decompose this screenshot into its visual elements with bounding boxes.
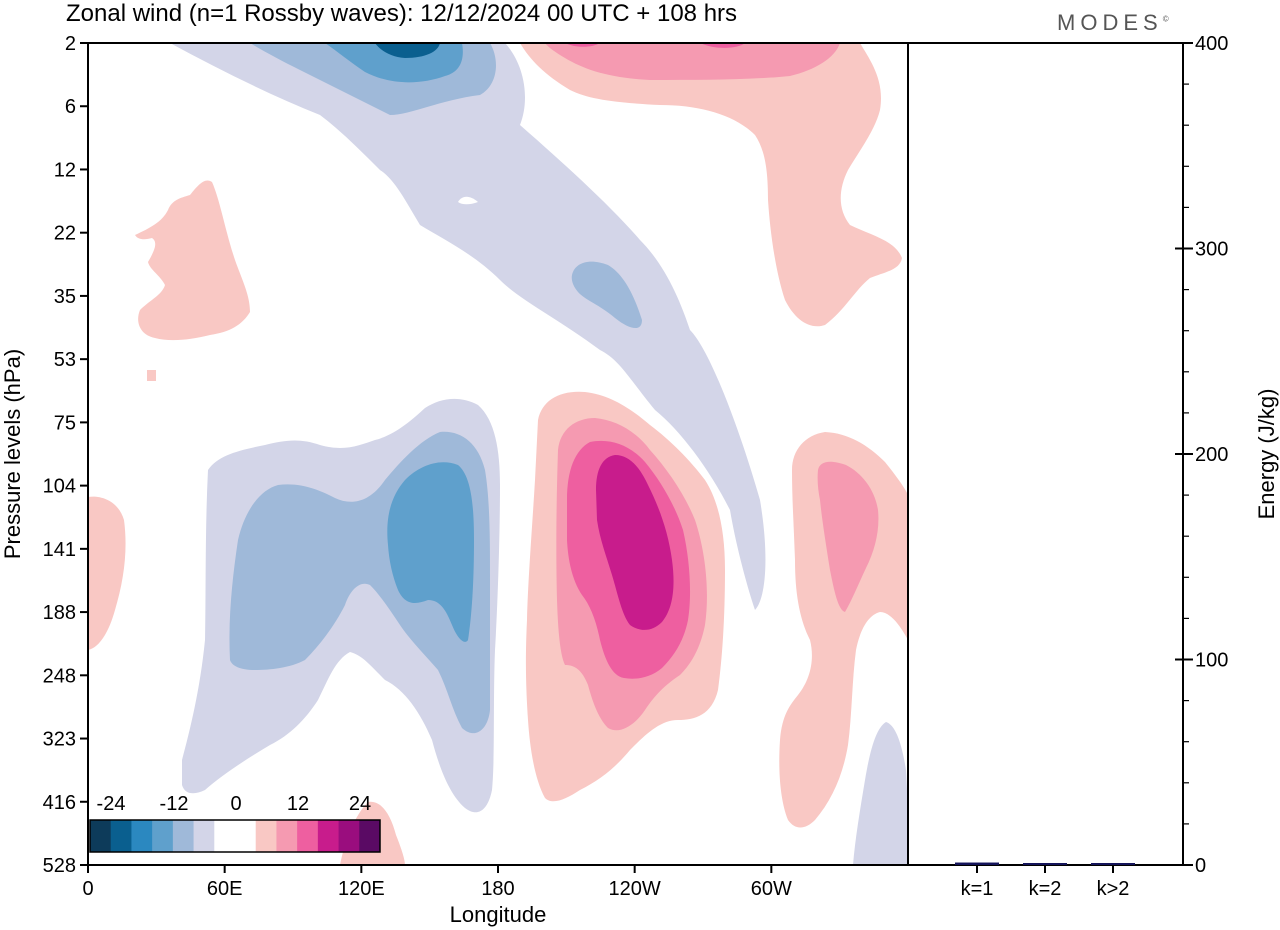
energy-bars: k=1 k=2 k>2 (955, 862, 1135, 900)
energy-bar (955, 862, 999, 865)
energy-bar (1023, 863, 1067, 865)
energy-category-label: k=1 (961, 878, 994, 900)
contour-pos-right-core (817, 461, 879, 612)
x-tick-label: 120W (609, 878, 661, 900)
contour-neg-right-bottom (853, 722, 908, 865)
colorbar: -24 -12 0 12 24 (89, 793, 381, 853)
colorbar-swatch (90, 820, 112, 852)
x-tick-label: 60E (207, 878, 243, 900)
energy-plot-frame (907, 42, 1184, 866)
contour-white-speck (458, 196, 478, 205)
contour-pos-lower-peak (596, 455, 674, 630)
energy-category-label: k=2 (1029, 878, 1062, 900)
y-tick-label: 248 (43, 665, 76, 687)
contour-field (88, 43, 908, 865)
y-tick-label: 323 (43, 729, 76, 751)
y-tick-label: 6 (65, 96, 76, 118)
colorbar-frame (89, 819, 381, 853)
colorbar-swatch (152, 820, 174, 852)
contour-pos-upper-band (520, 43, 902, 327)
y-tick-label: 528 (43, 855, 76, 877)
y-tick-label: 22 (54, 223, 76, 245)
y-tick-label: 416 (43, 792, 76, 814)
colorbar-tick-label: 0 (230, 793, 241, 815)
colorbar-swatch (276, 820, 298, 852)
y-axis-label: Pressure levels (hPa) (0, 349, 25, 559)
y-tick-label: 2 (65, 33, 76, 55)
colorbar-swatch (235, 820, 257, 852)
pressure-axis: 2 6 12 22 35 53 75 104 141 188 248 323 416 528 (43, 33, 88, 877)
brand-mark: © (1162, 14, 1169, 24)
y-tick-label: 35 (54, 286, 76, 308)
energy-axis-label: Energy (J/kg) (1254, 389, 1279, 520)
energy-tick-label: 100 (1195, 650, 1228, 672)
x-tick-label: 0 (82, 878, 93, 900)
energy-axis: 0 100 200 300 400 (1175, 33, 1228, 877)
colorbar-swatch (172, 820, 195, 852)
colorbar-swatch (359, 820, 381, 852)
colorbar-swatch (214, 820, 236, 852)
x-tick-label: 60W (751, 878, 792, 900)
colorbar-tick-label: 12 (287, 793, 309, 815)
colorbar-swatch (317, 820, 340, 852)
energy-tick-label: 0 (1195, 855, 1206, 877)
colorbar-swatch (193, 820, 215, 852)
contour-pos-left-edge (88, 496, 126, 650)
energy-tick-label: 300 (1195, 239, 1228, 261)
colorbar-tick-label: -12 (160, 793, 189, 815)
colorbar-swatch (131, 820, 153, 852)
energy-tick-label: 400 (1195, 33, 1228, 55)
x-tick-label: 180 (481, 878, 514, 900)
energy-tick-label: 200 (1195, 444, 1228, 466)
brand-logo: MODES© (1057, 10, 1169, 36)
x-tick-label: 120E (338, 878, 385, 900)
longitude-axis: 0 60E 120E 180 120W 60W (82, 865, 792, 900)
y-tick-label: 104 (43, 476, 76, 498)
colorbar-swatch (255, 820, 277, 852)
chart-title: Zonal wind (n=1 Rossby waves): 12/12/202… (66, 0, 738, 27)
colorbar-swatch (338, 820, 360, 852)
brand-text: MODES (1057, 10, 1163, 35)
contour-neg-small-patch (571, 261, 642, 329)
y-tick-label: 188 (43, 602, 76, 624)
energy-bar (1091, 863, 1135, 865)
contour-pos-upper-core (545, 43, 840, 80)
colorbar-swatch (110, 820, 132, 852)
colorbar-tick-label: -24 (97, 793, 126, 815)
x-axis-label: Longitude (450, 902, 547, 927)
colorbar-tick-label: 24 (349, 793, 371, 815)
contour-neg-lower-peak (387, 462, 474, 642)
y-tick-label: 53 (54, 349, 76, 371)
y-tick-label: 141 (43, 539, 76, 561)
contour-pos-left-patch (135, 180, 250, 341)
energy-category-label: k>2 (1097, 878, 1130, 900)
colorbar-swatch (297, 820, 319, 852)
contour-pos-left-speck (147, 370, 156, 381)
y-tick-label: 75 (54, 412, 76, 434)
contour-neg-upper-band (170, 43, 766, 610)
contour-neg-upper-core-peak (375, 43, 440, 58)
y-tick-label: 12 (54, 159, 76, 181)
